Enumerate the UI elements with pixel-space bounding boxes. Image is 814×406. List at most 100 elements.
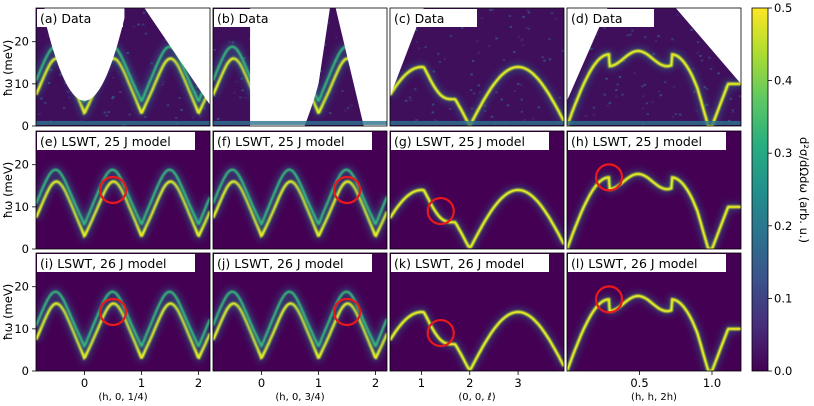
noise-pixel: [642, 95, 645, 97]
x-tick-label: 2: [466, 376, 473, 390]
panel-title-h: (h) LSWT, 25 J model: [571, 134, 702, 149]
panel-title-c: (c) Data: [394, 11, 444, 26]
x-tick-label: 1.0: [703, 376, 721, 390]
noise-pixel: [233, 92, 236, 94]
x-tick-label: 0.5: [630, 376, 648, 390]
noise-pixel: [717, 72, 720, 74]
noise-pixel: [175, 117, 178, 119]
noise-pixel: [142, 24, 145, 26]
noise-pixel: [548, 38, 551, 40]
noise-pixel: [347, 107, 350, 109]
noise-pixel: [585, 115, 588, 117]
noise-pixel: [239, 96, 242, 98]
noise-pixel: [40, 98, 43, 100]
noise-pixel: [478, 84, 481, 86]
noise-pixel: [167, 104, 170, 106]
noise-pixel: [696, 52, 699, 54]
noise-pixel: [532, 118, 535, 120]
colorbar: 0.00.10.20.30.40.5 d²σ/dΩdω (arb. u.): [752, 1, 811, 378]
noise-pixel: [672, 116, 675, 118]
noise-pixel: [520, 99, 523, 101]
noise-pixel: [593, 113, 596, 115]
noise-pixel: [708, 57, 711, 59]
x-tick-label: 1: [418, 376, 425, 390]
noise-pixel: [518, 36, 521, 38]
y-tick-label: 0: [22, 364, 29, 378]
noise-pixel: [111, 97, 114, 99]
noise-pixel: [513, 51, 516, 53]
noise-pixel: [703, 86, 706, 88]
noise-pixel: [514, 90, 517, 92]
panel-title-l: (l) LSWT, 26 J model: [571, 256, 698, 271]
noise-pixel: [472, 60, 475, 62]
y-tick-label: 10: [14, 200, 29, 214]
noise-pixel: [520, 39, 523, 41]
noise-pixel: [503, 59, 506, 61]
noise-pixel: [63, 107, 66, 109]
colorbar-tick-label: 0.3: [774, 146, 792, 160]
noise-pixel: [641, 85, 644, 87]
colorbar-label: d²σ/dΩdω (arb. u.): [797, 137, 811, 243]
colorbar-tick-label: 0.2: [774, 219, 792, 233]
x-tick-label: 1: [315, 376, 322, 390]
noise-pixel: [541, 56, 544, 58]
noise-pixel: [488, 45, 491, 47]
noise-pixel: [603, 27, 606, 29]
noise-pixel: [525, 27, 528, 29]
noise-pixel: [414, 88, 417, 90]
noise-pixel: [476, 40, 479, 42]
noise-pixel: [415, 119, 418, 121]
noise-pixel: [335, 36, 338, 38]
noise-pixel: [470, 89, 473, 91]
noise-pixel: [217, 118, 220, 120]
noise-pixel: [604, 93, 607, 95]
noise-pixel: [619, 76, 622, 78]
noise-pixel: [481, 17, 484, 19]
noise-pixel: [59, 74, 62, 76]
noise-pixel: [232, 41, 235, 43]
noise-pixel: [627, 34, 630, 36]
panel-title-f: (f) LSWT, 25 J model: [217, 134, 344, 149]
elastic-line: [213, 121, 387, 125]
noise-pixel: [104, 112, 107, 114]
noise-pixel: [596, 33, 599, 35]
noise-pixel: [161, 84, 164, 86]
noise-pixel: [434, 119, 437, 121]
noise-pixel: [433, 70, 436, 72]
y-tick-label: 20: [14, 280, 29, 294]
noise-pixel: [690, 29, 693, 31]
panel-title-b: (b) Data: [217, 11, 269, 26]
noise-pixel: [644, 84, 647, 86]
noise-pixel: [470, 73, 473, 75]
noise-pixel: [484, 110, 487, 112]
elastic-line: [390, 121, 564, 125]
noise-pixel: [235, 81, 238, 83]
noise-pixel: [48, 82, 51, 84]
panel-title-k: (k) LSWT, 26 J model: [394, 256, 524, 271]
y-tick-label: 20: [14, 158, 29, 172]
x-axis-label-col1: (h, 0, 1/4): [98, 392, 147, 403]
noise-pixel: [491, 9, 494, 11]
noise-pixel: [590, 48, 593, 50]
noise-pixel: [479, 91, 482, 93]
noise-pixel: [44, 102, 47, 104]
noise-pixel: [137, 24, 140, 26]
noise-pixel: [143, 12, 146, 14]
panel-title-d: (d) Data: [571, 11, 623, 26]
noise-pixel: [658, 90, 661, 92]
noise-pixel: [701, 59, 704, 61]
x-tick-label: 0: [258, 376, 265, 390]
y-axis-label-row1: ħω (meV): [1, 40, 15, 96]
noise-pixel: [732, 109, 735, 111]
noise-pixel: [510, 26, 513, 28]
noise-pixel: [706, 88, 709, 90]
noise-pixel: [559, 97, 562, 99]
colorbar-tick-label: 0.4: [774, 74, 792, 88]
noise-pixel: [710, 68, 713, 70]
noise-pixel: [621, 94, 624, 96]
panel-title-g: (g) LSWT, 25 J model: [394, 134, 525, 149]
noise-pixel: [491, 116, 494, 118]
noise-pixel: [706, 104, 709, 106]
y-axis-label-row2: ħω (meV): [1, 162, 15, 218]
noise-pixel: [593, 107, 596, 109]
